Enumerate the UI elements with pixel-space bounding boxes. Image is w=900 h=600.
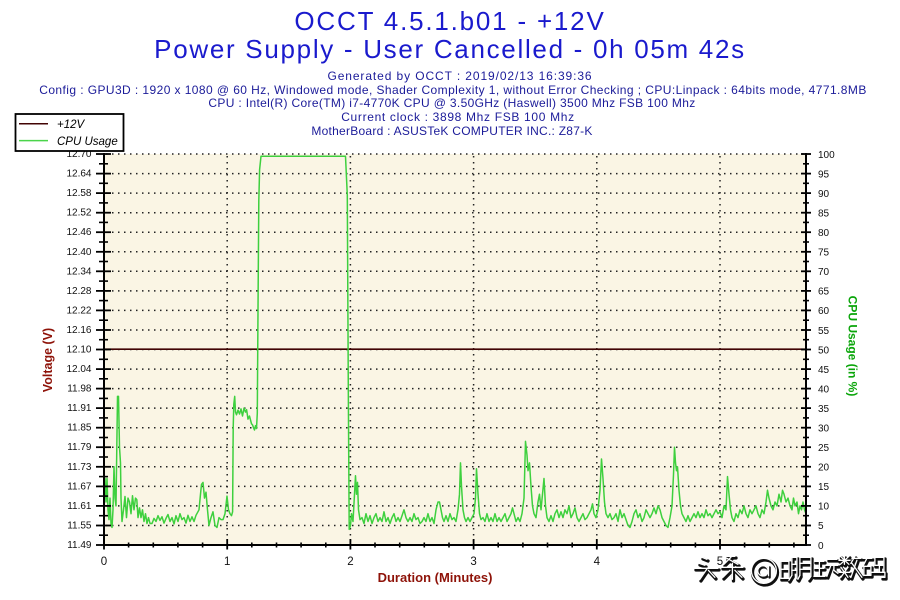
svg-text:11.61: 11.61 xyxy=(67,501,92,512)
svg-text:75: 75 xyxy=(818,248,830,259)
svg-text:12.16: 12.16 xyxy=(66,325,91,336)
svg-text:Voltage (V): Voltage (V) xyxy=(41,328,55,392)
svg-text:11.85: 11.85 xyxy=(67,423,92,434)
svg-text:CPU Usage: CPU Usage xyxy=(57,136,118,148)
svg-text:0: 0 xyxy=(818,541,824,552)
svg-text:11.79: 11.79 xyxy=(67,442,92,453)
svg-text:12.28: 12.28 xyxy=(66,286,91,297)
svg-text:2: 2 xyxy=(347,556,353,568)
svg-text:11.55: 11.55 xyxy=(67,521,92,532)
svg-text:3: 3 xyxy=(470,556,476,568)
svg-text:65: 65 xyxy=(818,287,830,298)
svg-text:+12V: +12V xyxy=(57,119,86,131)
svg-text:11.98: 11.98 xyxy=(67,384,92,395)
svg-text:0: 0 xyxy=(101,556,107,568)
svg-text:55: 55 xyxy=(818,326,830,337)
svg-text:Duration (Minutes): Duration (Minutes) xyxy=(378,570,493,585)
svg-text:12.22: 12.22 xyxy=(66,305,91,316)
svg-text:5: 5 xyxy=(717,556,723,568)
svg-text:45: 45 xyxy=(818,365,830,376)
svg-text:5: 5 xyxy=(818,521,824,532)
svg-text:12.70: 12.70 xyxy=(66,149,91,160)
svg-text:11.91: 11.91 xyxy=(67,403,92,414)
svg-text:80: 80 xyxy=(818,228,830,239)
svg-text:50: 50 xyxy=(818,345,830,356)
svg-text:CPU Usage (in %): CPU Usage (in %) xyxy=(846,296,860,397)
svg-text:95: 95 xyxy=(818,169,830,180)
svg-text:1: 1 xyxy=(224,556,230,568)
svg-text:12.34: 12.34 xyxy=(66,266,91,277)
svg-text:25: 25 xyxy=(818,443,830,454)
svg-text:20: 20 xyxy=(818,463,830,474)
svg-text:100: 100 xyxy=(818,150,835,161)
svg-text:11.67: 11.67 xyxy=(67,481,92,492)
svg-text:30: 30 xyxy=(818,424,830,435)
svg-text:10: 10 xyxy=(818,502,830,513)
svg-text:12.04: 12.04 xyxy=(66,364,91,375)
svg-text:70: 70 xyxy=(818,267,830,278)
svg-text:15: 15 xyxy=(818,482,830,493)
svg-text:12.58: 12.58 xyxy=(66,188,91,199)
svg-text:12.46: 12.46 xyxy=(66,227,91,238)
svg-text:85: 85 xyxy=(818,209,830,220)
svg-text:11.73: 11.73 xyxy=(67,462,92,473)
svg-text:12.10: 12.10 xyxy=(66,345,91,356)
svg-text:12.52: 12.52 xyxy=(66,208,91,219)
svg-text:60: 60 xyxy=(818,306,830,317)
svg-text:12.64: 12.64 xyxy=(66,169,91,180)
svg-text:90: 90 xyxy=(818,189,830,200)
svg-text:35: 35 xyxy=(818,404,830,415)
svg-text:40: 40 xyxy=(818,384,830,395)
svg-text:12.40: 12.40 xyxy=(66,247,91,258)
svg-text:4: 4 xyxy=(594,556,601,568)
svg-text:11.49: 11.49 xyxy=(67,540,92,551)
